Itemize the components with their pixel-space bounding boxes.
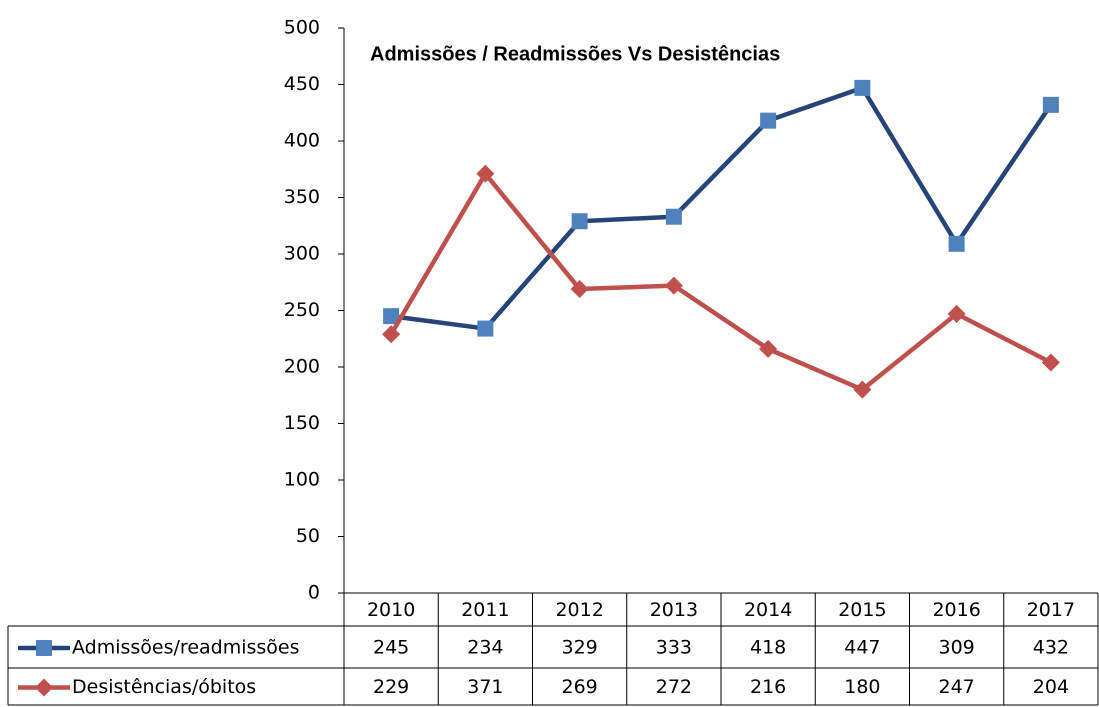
y-tick-label: 450 [284, 73, 320, 95]
table-value: 418 [750, 637, 786, 659]
table-value: 216 [750, 676, 786, 698]
x-tick-label: 2014 [744, 599, 792, 621]
y-tick-label: 350 [284, 186, 320, 208]
data-point [383, 308, 400, 325]
y-tick-label: 0 [308, 582, 320, 604]
series-line [389, 171, 1052, 392]
data-point [382, 325, 401, 344]
legend-label: Admissões/readmissões [72, 637, 300, 659]
data-point [571, 213, 588, 230]
x-tick-label: 2012 [555, 599, 603, 621]
x-tick-label: 2011 [461, 599, 509, 621]
legend-marker [36, 640, 52, 656]
table-value: 329 [561, 637, 597, 659]
y-tick-label: 100 [284, 469, 320, 491]
table-value: 234 [467, 637, 503, 659]
x-tick-label: 2017 [1027, 599, 1075, 621]
data-point [570, 280, 589, 299]
legend-label: Desistências/óbitos [72, 676, 256, 698]
y-tick-label: 400 [284, 130, 320, 152]
y-tick-label: 300 [284, 243, 320, 265]
table-value: 333 [656, 637, 692, 659]
data-point [1041, 353, 1060, 372]
data-point [664, 276, 683, 295]
data-point [476, 164, 495, 183]
x-tick-label: 2010 [367, 599, 415, 621]
data-point [948, 235, 965, 252]
table-value: 447 [844, 637, 880, 659]
data-point [854, 79, 871, 96]
x-tick-label: 2016 [932, 599, 980, 621]
y-tick-label: 250 [284, 299, 320, 321]
legend-marker [35, 678, 53, 697]
data-point [760, 112, 777, 129]
table-value: 247 [938, 676, 974, 698]
table-value: 180 [844, 676, 880, 698]
table-value: 269 [561, 676, 597, 698]
table-value: 371 [467, 676, 503, 698]
series-line [390, 85, 1053, 331]
data-point [759, 339, 778, 358]
y-tick-label: 200 [284, 356, 320, 378]
x-tick-label: 2015 [838, 599, 886, 621]
data-point [665, 208, 682, 225]
data-point [853, 380, 872, 399]
y-tick-label: 500 [284, 17, 320, 39]
x-tick-label: 2013 [650, 599, 698, 621]
y-tick-label: 50 [296, 525, 320, 547]
table-value: 309 [938, 637, 974, 659]
table-value: 432 [1033, 637, 1069, 659]
data-point [477, 320, 494, 337]
table-value: 229 [373, 676, 409, 698]
table-value: 272 [656, 676, 692, 698]
chart-title: Admissões / Readmissões Vs Desistências [370, 43, 780, 65]
table-value: 204 [1033, 676, 1069, 698]
data-point [1042, 96, 1059, 113]
table-value: 245 [373, 637, 409, 659]
data-point [947, 304, 966, 323]
y-tick-label: 150 [284, 412, 320, 434]
